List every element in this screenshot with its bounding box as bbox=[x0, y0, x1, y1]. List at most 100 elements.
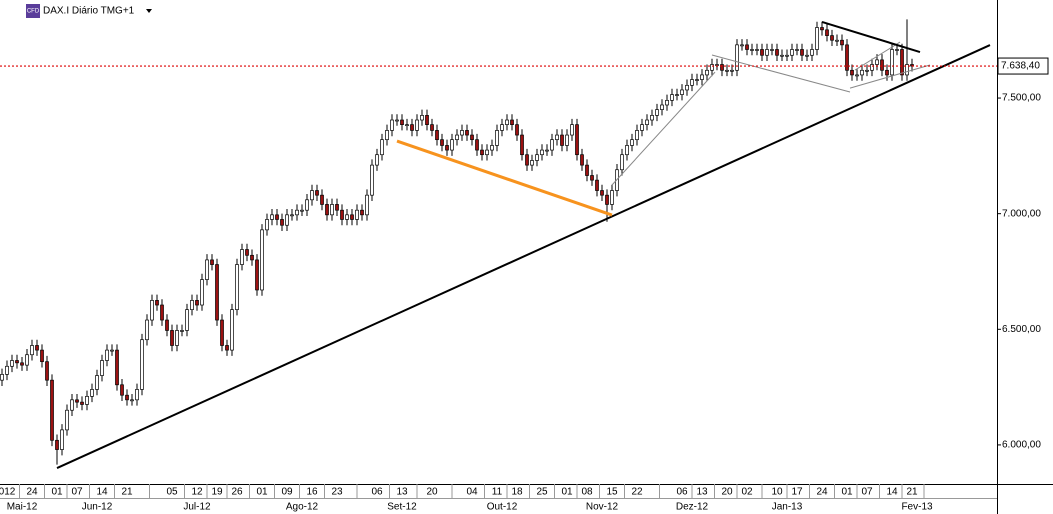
candle-body bbox=[795, 49, 799, 51]
candle-body bbox=[660, 104, 664, 110]
candle-body bbox=[780, 54, 784, 57]
candle-body bbox=[215, 264, 219, 321]
candle-body bbox=[870, 64, 874, 71]
candle-body bbox=[745, 44, 749, 50]
candle-body bbox=[255, 259, 259, 291]
candle-body bbox=[70, 399, 74, 411]
candle-body bbox=[465, 130, 469, 136]
dropdown-arrow[interactable] bbox=[146, 9, 152, 13]
candle-body bbox=[185, 309, 189, 331]
candle-body bbox=[850, 69, 854, 76]
candle-body bbox=[350, 214, 354, 220]
candle-body bbox=[840, 39, 844, 46]
x-tick-label: 12 bbox=[191, 487, 203, 498]
candle-body bbox=[190, 300, 194, 310]
candle-body bbox=[175, 330, 179, 346]
x-tick-label: 14 bbox=[96, 487, 108, 498]
candle-body bbox=[450, 139, 454, 151]
candle-body bbox=[155, 300, 159, 306]
symbol-badge[interactable] bbox=[26, 4, 40, 18]
candle-body bbox=[420, 115, 424, 121]
candle-body bbox=[405, 124, 409, 126]
candle-body bbox=[430, 124, 434, 131]
candle-body bbox=[750, 49, 754, 51]
candle-body bbox=[770, 49, 774, 51]
candle-body bbox=[855, 74, 859, 77]
candle-body bbox=[875, 59, 879, 65]
candle-body bbox=[235, 264, 239, 310]
x-tick-label: 23 bbox=[331, 487, 343, 498]
candle-body bbox=[105, 349, 109, 361]
candle-body bbox=[665, 100, 669, 106]
candle-body bbox=[205, 259, 209, 280]
x-tick-label: 06 bbox=[371, 487, 383, 498]
month-label: Jan-13 bbox=[772, 502, 803, 513]
month-label: Mai-12 bbox=[7, 502, 38, 513]
current-price-box bbox=[997, 57, 1049, 75]
candle-body bbox=[280, 219, 284, 226]
candle-body bbox=[110, 349, 114, 352]
candle-body bbox=[810, 49, 814, 56]
current-price-label: 7.638,40 bbox=[1001, 61, 1040, 72]
candle-body bbox=[330, 204, 334, 216]
trend-line bbox=[396, 139, 613, 217]
x-tick-label: 18 bbox=[511, 487, 523, 498]
candle-body bbox=[690, 79, 694, 86]
candle-body bbox=[545, 149, 549, 152]
candle-body bbox=[740, 44, 744, 47]
candle-body bbox=[445, 145, 449, 151]
candle-body bbox=[425, 115, 429, 125]
candle-body bbox=[290, 214, 294, 217]
candle-body bbox=[775, 49, 779, 56]
candle-body bbox=[595, 179, 599, 191]
candle-body bbox=[0, 374, 4, 381]
month-label: Ago-12 bbox=[286, 502, 319, 513]
candle-body bbox=[585, 164, 589, 176]
candle-body bbox=[560, 134, 564, 146]
candle-body bbox=[200, 279, 204, 306]
candle-body bbox=[140, 339, 144, 390]
candle-body bbox=[5, 365, 9, 375]
candle-body bbox=[825, 29, 829, 36]
candle-body bbox=[725, 69, 729, 72]
x-tick-label: 01 bbox=[51, 487, 63, 498]
candle-body bbox=[535, 154, 539, 161]
candle-body bbox=[245, 249, 249, 256]
x-tick-label: 21 bbox=[121, 487, 133, 498]
candle-body bbox=[885, 69, 889, 76]
candle-body bbox=[170, 330, 174, 346]
candle-body bbox=[845, 44, 849, 71]
candle-body bbox=[380, 139, 384, 156]
candle-body bbox=[685, 84, 689, 91]
candle-body bbox=[900, 49, 904, 76]
candle-body bbox=[95, 375, 99, 390]
candle-body bbox=[865, 69, 869, 72]
trend-line bbox=[56, 44, 991, 469]
candle-body bbox=[790, 49, 794, 56]
candle-body bbox=[65, 409, 69, 431]
candle-body bbox=[485, 149, 489, 156]
candle-body bbox=[530, 160, 534, 166]
month-label: Fev-13 bbox=[901, 502, 933, 513]
x-tick-label: 07 bbox=[71, 487, 83, 498]
candle-body bbox=[385, 130, 389, 141]
y-tick-label: 6.500,00 bbox=[1002, 324, 1041, 335]
candle-body bbox=[260, 229, 264, 291]
candle-body bbox=[715, 64, 719, 66]
candle-body bbox=[90, 389, 94, 397]
candle-body bbox=[440, 139, 444, 146]
x-tick-label: 02 bbox=[741, 487, 753, 498]
x-tick-label: 26 bbox=[231, 487, 243, 498]
candle-body bbox=[30, 345, 34, 356]
candle-body bbox=[230, 309, 234, 351]
trend-line bbox=[849, 64, 931, 89]
candle-body bbox=[705, 69, 709, 76]
x-tick-label: 22 bbox=[631, 487, 643, 498]
candle-body bbox=[120, 384, 124, 396]
candle-body bbox=[15, 360, 19, 364]
candle-body bbox=[60, 429, 64, 450]
chart-title[interactable]: DAX.I Diário TMG+1 bbox=[43, 6, 135, 17]
x-tick-label: 24 bbox=[816, 487, 828, 498]
candle-body bbox=[55, 439, 59, 450]
trend-line bbox=[854, 41, 901, 71]
